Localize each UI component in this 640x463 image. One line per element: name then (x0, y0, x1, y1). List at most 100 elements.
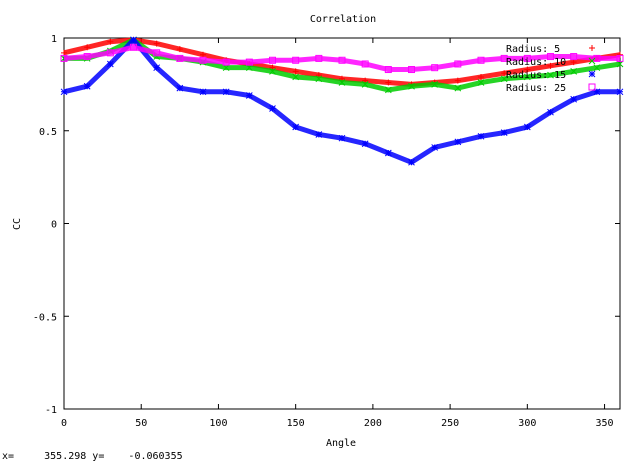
data-point (361, 81, 369, 88)
x-axis-label: Angle (326, 438, 356, 449)
data-point (593, 54, 601, 62)
data-point (361, 60, 369, 68)
data-point (315, 54, 323, 62)
data-point (60, 88, 68, 96)
legend-marker (588, 57, 596, 65)
data-point (570, 53, 578, 61)
data-point (523, 54, 531, 62)
data-point (477, 56, 485, 64)
data-point (361, 140, 369, 148)
x-tick-label: 0 (61, 418, 67, 429)
data-point (292, 73, 300, 81)
data-point (106, 60, 114, 68)
y-tick-label: 1 (51, 34, 57, 45)
data-point (338, 79, 346, 86)
data-point (547, 53, 554, 61)
data-point (384, 66, 392, 74)
data-point (292, 123, 300, 131)
x-tick-label: 100 (209, 418, 227, 429)
series-4 (60, 43, 624, 74)
x-tick-label: 50 (135, 418, 147, 429)
data-point (269, 56, 276, 64)
data-point (477, 132, 485, 140)
data-point (199, 88, 207, 96)
data-point (292, 68, 299, 75)
data-point (338, 56, 346, 64)
data-point (547, 108, 554, 116)
data-point (408, 158, 415, 166)
plot-axes: 0 50 100 150 200 250 300 350 -1 -0.5 0 0.5 1 (33, 34, 621, 429)
data-point (153, 64, 161, 72)
data-point (616, 60, 624, 68)
x-tick-label: 300 (518, 418, 536, 429)
series-layer (60, 36, 624, 166)
legend-label: Radius: 15 (506, 70, 566, 81)
legend-marker (588, 70, 596, 78)
data-point (245, 58, 253, 66)
data-point (478, 73, 484, 80)
y-tick-label: -1 (45, 405, 57, 416)
data-point (477, 79, 485, 86)
data-point (454, 60, 462, 68)
data-point (616, 54, 624, 62)
data-point (454, 77, 461, 84)
data-point (500, 54, 508, 62)
data-point (593, 64, 601, 72)
data-point (83, 82, 91, 90)
data-point (245, 92, 253, 99)
cursor-coordinate-readout: x= 355.298 y= -0.060355 (2, 451, 183, 462)
data-point (269, 105, 276, 112)
data-point (593, 88, 601, 96)
data-point (384, 86, 392, 94)
chart-title: Correlation (310, 14, 376, 25)
data-point (176, 84, 184, 92)
data-point (454, 138, 462, 146)
data-point (83, 53, 91, 61)
data-point (454, 84, 462, 92)
data-point (222, 88, 230, 96)
data-point (176, 54, 184, 62)
x-tick-label: 250 (441, 418, 459, 429)
data-point (570, 59, 577, 66)
data-point (547, 71, 554, 79)
data-point (570, 68, 578, 75)
data-point (500, 129, 508, 136)
legend-label: Radius: 25 (506, 83, 566, 94)
data-point (501, 70, 508, 77)
legend-marker (589, 45, 595, 51)
data-point (222, 58, 230, 66)
series-line (63, 44, 620, 73)
data-point (222, 64, 230, 72)
data-point (384, 149, 392, 157)
y-tick-label: 0 (51, 220, 57, 231)
legend-label: Radius: 10 (506, 57, 566, 68)
data-point (176, 46, 183, 53)
y-tick-label: 0.5 (39, 127, 57, 138)
data-point (431, 144, 439, 151)
data-point (570, 95, 578, 103)
data-point (292, 56, 300, 64)
data-point (84, 44, 91, 51)
data-point (130, 43, 137, 51)
data-point (107, 38, 114, 45)
data-point (408, 82, 415, 90)
data-point (153, 40, 160, 47)
data-point (523, 123, 531, 131)
data-point (616, 88, 624, 96)
data-point (106, 49, 114, 57)
x-tick-label: 200 (364, 418, 382, 429)
x-tick-label: 350 (596, 418, 614, 429)
data-point (315, 131, 323, 138)
series-3 (60, 36, 624, 166)
data-point (60, 54, 68, 62)
data-point (61, 49, 67, 56)
data-point (385, 79, 392, 86)
data-point (269, 68, 276, 75)
legend: Radius: 5 Radius: 10 Radius: 15 Radius: 25 (506, 44, 596, 94)
data-point (523, 73, 531, 81)
data-point (431, 81, 439, 88)
data-point (200, 51, 206, 58)
y-tick-label: -0.5 (33, 312, 57, 323)
legend-marker (588, 83, 596, 91)
